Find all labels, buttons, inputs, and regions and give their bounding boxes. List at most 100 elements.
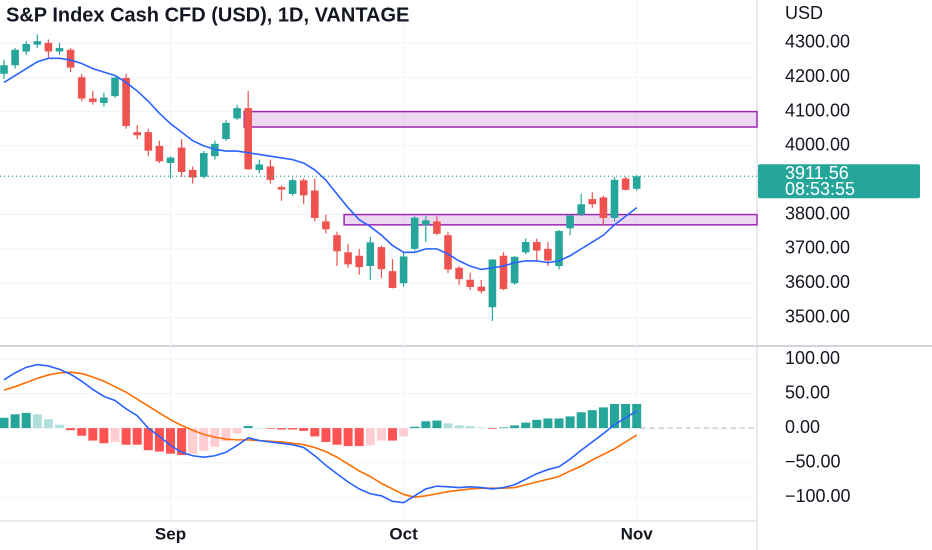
histogram-bar: [288, 428, 298, 430]
histogram-bar: [632, 403, 642, 429]
zone: [243, 110, 758, 128]
x-tick-label: Oct: [389, 524, 418, 543]
histogram-bar: [132, 428, 142, 445]
candle-body: [11, 49, 19, 66]
candle-body: [188, 169, 197, 178]
histogram-bar: [399, 428, 409, 437]
candle-body: [377, 247, 386, 270]
macd-line: [3, 363, 638, 504]
y-tick-label: 3800.00: [785, 203, 850, 223]
candle-body: [55, 48, 64, 52]
candle-body: [433, 221, 441, 234]
histogram-bar: [121, 428, 131, 445]
candle-body: [322, 221, 330, 230]
candle-body: [344, 252, 352, 265]
histogram-bar: [221, 428, 231, 442]
y-tick-label: 3700.00: [785, 238, 850, 258]
y-tick-label: 4300.00: [785, 32, 850, 52]
histogram-bar: [321, 428, 331, 442]
candle-body: [22, 43, 30, 52]
histogram-bar: [32, 414, 42, 429]
histogram-bar: [587, 410, 597, 429]
candle-body: [388, 271, 397, 289]
candle-body: [533, 242, 541, 251]
histogram-bar: [443, 423, 453, 429]
histogram-bar: [99, 428, 109, 444]
candle-body: [33, 41, 42, 45]
histogram-bar: [77, 428, 87, 436]
signal-line: [3, 371, 638, 499]
histogram-bar: [232, 428, 242, 434]
last-price-label: 3911.56: [785, 163, 849, 183]
candle-body: [355, 255, 363, 268]
y-tick-label: −100.00: [785, 486, 851, 506]
y-tick-label: 4200.00: [785, 66, 850, 86]
candle-body: [311, 190, 319, 218]
histogram-bar: [154, 428, 164, 452]
y-tick-label: 100.00: [785, 348, 840, 368]
candle-body: [499, 255, 508, 290]
histogram-bar: [376, 428, 386, 441]
zone: [343, 213, 758, 226]
y-tick-label: 3500.00: [785, 306, 850, 326]
candle-body: [466, 279, 474, 287]
histogram-bar: [598, 407, 608, 429]
histogram-bar: [177, 428, 187, 456]
candle-body: [333, 235, 341, 252]
candle-body: [299, 180, 308, 196]
histogram-bar: [199, 428, 209, 451]
candle-body: [577, 204, 585, 215]
histogram-bar: [576, 412, 586, 429]
candle-body: [122, 77, 130, 126]
candle-body: [222, 122, 230, 140]
y-axis-label: USD: [785, 3, 823, 23]
histogram-bar: [66, 428, 76, 431]
histogram-bar: [521, 422, 531, 429]
histogram-bar: [610, 403, 619, 429]
countdown-label: 08:53:55: [785, 179, 855, 199]
histogram-bar: [0, 417, 9, 429]
histogram-bar: [110, 428, 120, 442]
candle-body: [200, 153, 208, 177]
y-tick-label: 0.00: [785, 417, 820, 437]
histogram-bar: [499, 427, 508, 429]
candle-body: [477, 286, 486, 292]
histogram-bar: [543, 418, 553, 429]
histogram-bar: [299, 428, 309, 431]
chart-title: S&P Index Cash CFD (USD), 1D, VANTAGE: [6, 4, 409, 26]
candle-body: [0, 65, 8, 74]
candle-body: [277, 187, 286, 190]
candle-body: [66, 49, 75, 68]
histogram-bar: [88, 428, 98, 441]
candle-body: [111, 77, 119, 97]
candle-body: [288, 180, 297, 194]
candle-body: [521, 242, 530, 253]
histogram-bar: [554, 418, 564, 429]
candle-body: [510, 256, 519, 284]
candle-body: [144, 132, 153, 151]
candle-body: [555, 231, 563, 267]
histogram-bar: [43, 419, 53, 429]
candle-body: [455, 267, 463, 280]
candle-body: [44, 42, 53, 52]
x-tick-label: Nov: [621, 524, 654, 543]
histogram-bar: [365, 428, 375, 446]
histogram-bar: [421, 421, 431, 429]
candle-body: [422, 220, 430, 225]
histogram-bar: [432, 420, 442, 429]
candle-body: [366, 242, 375, 267]
candle-body: [77, 77, 86, 99]
candle-body: [588, 199, 597, 205]
candle-body: [255, 164, 264, 170]
histogram-bar: [621, 403, 631, 429]
candle-body: [100, 97, 108, 103]
histogram-bar: [454, 425, 464, 429]
histogram-bar: [310, 428, 320, 437]
candle-body: [89, 98, 97, 102]
moving-average: [3, 57, 638, 271]
histogram-bar: [343, 428, 353, 447]
histogram-bar: [143, 428, 153, 451]
histogram-bar: [388, 428, 397, 441]
candle-body: [244, 108, 252, 170]
